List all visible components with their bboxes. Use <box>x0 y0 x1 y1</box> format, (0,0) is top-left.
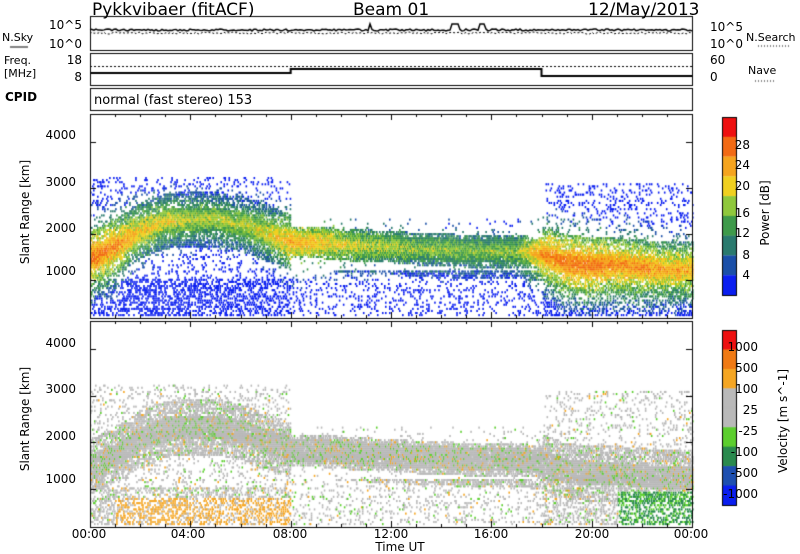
freq-left-tick-high: 18 <box>66 53 82 67</box>
velocity-ylabel: Slant Range [km] <box>18 366 32 472</box>
velocity-cbar-tick-500: 500 <box>735 361 758 375</box>
velocity-cbar-tick-1000: 1000 <box>727 340 758 354</box>
power-cbar-tick-16: 16 <box>734 206 750 220</box>
power-cbar-tick-4: 4 <box>742 268 750 282</box>
xtick-2400: 00:00 <box>673 527 709 541</box>
power-cbar-tick-8: 8 <box>742 248 750 262</box>
cpid-text: normal (fast stereo) 153 <box>94 93 253 108</box>
xtick-1600: 16:00 <box>473 527 509 541</box>
noise-left-tick-low: 10^0 <box>49 37 82 51</box>
velocity-cbar-tick-neg1000: -1000 <box>723 487 758 501</box>
noise-right-tick-high: 10^5 <box>710 20 743 34</box>
velocity-cbar-tick-neg500: -500 <box>730 466 758 480</box>
freq-label: Freq. <box>4 54 32 67</box>
noise-sky-label: N.Sky <box>2 31 34 44</box>
velocity-cbar-tick-neg100: -100 <box>730 445 758 459</box>
power-cbar-tick-24: 24 <box>734 158 750 172</box>
xaxis-label: Time UT <box>375 540 425 554</box>
xtick-0800: 08:00 <box>272 527 308 541</box>
power-ylabel: Slant Range [km] <box>18 159 32 265</box>
xtick-0000: 00:00 <box>71 527 107 541</box>
xtick-0400: 04:00 <box>170 527 206 541</box>
velocity-cbar-tick-100: 100 <box>735 382 758 396</box>
power-cbar-tick-20: 20 <box>734 179 750 193</box>
xtick-1200: 12:00 <box>373 527 409 541</box>
velocity-cbar-label: Velocity [m s^-1] <box>776 368 790 474</box>
noise-left-tick-high: 10^5 <box>49 18 82 32</box>
xtick-2000: 20:00 <box>574 527 610 541</box>
freq-unit-label: [MHz] <box>4 67 37 80</box>
cpid-label: CPID <box>5 90 38 104</box>
power-cbar-tick-28: 28 <box>734 138 750 152</box>
velocity-ytick-3000: 3000 <box>45 382 76 396</box>
power-cbar-label: Power [dB] <box>758 180 772 246</box>
noise-right-tick-low: 10^0 <box>710 37 743 51</box>
velocity-ytick-1000: 1000 <box>45 472 76 486</box>
velocity-cbar-tick-25: 25 <box>742 403 758 417</box>
power-ytick-2000: 2000 <box>45 221 76 235</box>
nave-right-tick-high: 60 <box>710 53 726 67</box>
velocity-cbar-tick-neg25: -25 <box>738 424 758 438</box>
nave-right-tick-low: 0 <box>710 70 718 84</box>
radar-title: Pykkvibaer (fitACF) <box>92 0 255 20</box>
power-ytick-4000: 4000 <box>45 128 76 142</box>
velocity-ytick-2000: 2000 <box>45 429 76 443</box>
date-title: 12/May/2013 <box>588 0 700 20</box>
power-cbar-tick-12: 12 <box>734 226 750 240</box>
noise-search-label: N.Search <box>746 31 796 44</box>
nave-label: Nave <box>748 64 777 77</box>
power-ytick-1000: 1000 <box>45 264 76 278</box>
velocity-ytick-4000: 4000 <box>45 336 76 350</box>
beam-title: Beam 01 <box>353 0 430 20</box>
freq-left-tick-low: 8 <box>74 70 82 84</box>
power-ytick-3000: 3000 <box>45 175 76 189</box>
